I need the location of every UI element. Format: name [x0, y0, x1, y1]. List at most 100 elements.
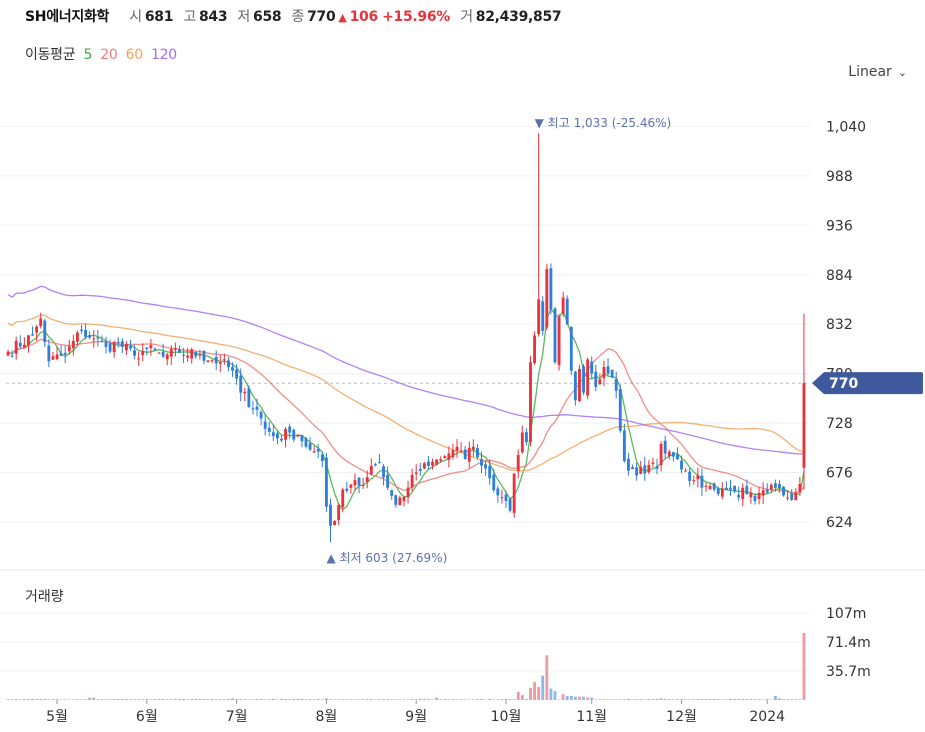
candle-body [320, 454, 324, 462]
candle-body [120, 341, 124, 347]
candle-body [773, 483, 777, 488]
candle-body [402, 496, 406, 502]
volume-bar [410, 699, 414, 700]
moving-average-legend[interactable]: 이동평균 5 20 60 120 [25, 44, 181, 64]
volume-bar [280, 698, 283, 700]
high-value: 843 [198, 9, 228, 25]
volume-bar [439, 699, 443, 700]
candle-body [724, 487, 728, 491]
candle-body [545, 269, 549, 328]
ma-20-line [7, 338, 805, 494]
volume-bar [590, 697, 594, 700]
candle-body [247, 388, 251, 408]
candle-body [639, 466, 643, 474]
candle-body [492, 474, 496, 491]
candle-body [137, 358, 141, 360]
volume-bar [431, 699, 434, 700]
volume-bar [186, 699, 190, 700]
volume-bar [198, 699, 202, 700]
candle-body [500, 497, 504, 499]
candle-body [104, 341, 108, 348]
candle-body [753, 495, 757, 502]
volume-bar [582, 696, 585, 700]
volume-bar [43, 698, 47, 700]
candlesticks [6, 133, 806, 542]
candle-body [373, 464, 377, 466]
candle-body [276, 433, 279, 439]
candle-body [778, 484, 781, 489]
volume-bar [659, 698, 663, 700]
candle-body [149, 345, 153, 349]
volume-bar [724, 699, 728, 700]
volume-bar [243, 699, 247, 700]
volume-bar [573, 696, 577, 700]
volume-bar [202, 699, 206, 700]
low-annotation: ▲ 최저 603 (27.69%) [326, 551, 447, 565]
volume-bar [704, 699, 708, 700]
candle-body [529, 362, 532, 442]
price-tick-label: 728 [826, 416, 853, 432]
volume-bar [227, 699, 230, 700]
volume-bar [667, 699, 671, 700]
volume-bar [610, 699, 614, 700]
volume-bar [418, 698, 422, 700]
candle-body [10, 355, 14, 357]
candle-body [235, 369, 239, 379]
volume-bar [235, 699, 239, 700]
volume-bar [708, 698, 712, 700]
volume-bar [47, 699, 51, 700]
candle-body [610, 369, 614, 378]
volume-bar [676, 699, 679, 700]
volume-bar [504, 699, 508, 700]
volume-grid [0, 569, 925, 672]
volume-bar [561, 694, 565, 700]
candle-body [361, 484, 365, 486]
candle-body [471, 446, 475, 450]
volume-bar [533, 682, 536, 700]
volume-bar [524, 698, 528, 700]
candle-body [520, 432, 524, 453]
volume-bar [369, 698, 373, 700]
volume-bar [55, 699, 59, 700]
price-tick-label: 624 [826, 515, 853, 531]
volume-bar [463, 699, 467, 700]
candle-body [345, 488, 349, 491]
volume-bar [549, 688, 553, 700]
volume-bar [14, 698, 18, 700]
volume-bar [320, 699, 324, 700]
candle-body [198, 354, 202, 356]
price-tick-label: 936 [826, 218, 853, 234]
candle-body [618, 389, 622, 431]
candle-body [59, 353, 63, 356]
volume-bar [157, 698, 161, 700]
volume-bar [741, 698, 745, 700]
volume-bar [553, 691, 557, 700]
chevron-down-icon: ⌄ [897, 66, 907, 79]
high-annotation: ▼ 최고 1,033 (-25.46%) [535, 116, 672, 130]
volume-bar [655, 699, 659, 700]
candle-body [594, 371, 598, 387]
candle-body [55, 354, 59, 360]
volume-bar [737, 699, 741, 700]
candle-body [676, 454, 679, 460]
price-tick-label: 832 [826, 317, 853, 333]
volume-bar [394, 699, 398, 700]
price-tick-label: 1,040 [826, 119, 866, 135]
scale-selector[interactable]: Linear ⌄ [848, 64, 907, 80]
candle-body [141, 350, 145, 356]
volume-bar [100, 699, 104, 700]
volume-tick-label: 35.7m [826, 664, 871, 680]
candle-body [463, 449, 467, 460]
candle-body [357, 477, 361, 486]
volume-bar [684, 699, 688, 700]
candle-body [300, 435, 304, 442]
annotations: ▼ 최고 1,033 (-25.46%) ▲ 최저 603 (27.69%) 770 [6, 116, 923, 565]
candle-body [541, 301, 545, 331]
volume-bar [753, 699, 757, 700]
candle-body [308, 443, 312, 450]
volume-bar [618, 699, 622, 700]
candle-body [80, 329, 83, 331]
volume-bar [565, 695, 569, 700]
candle-body [414, 472, 418, 474]
